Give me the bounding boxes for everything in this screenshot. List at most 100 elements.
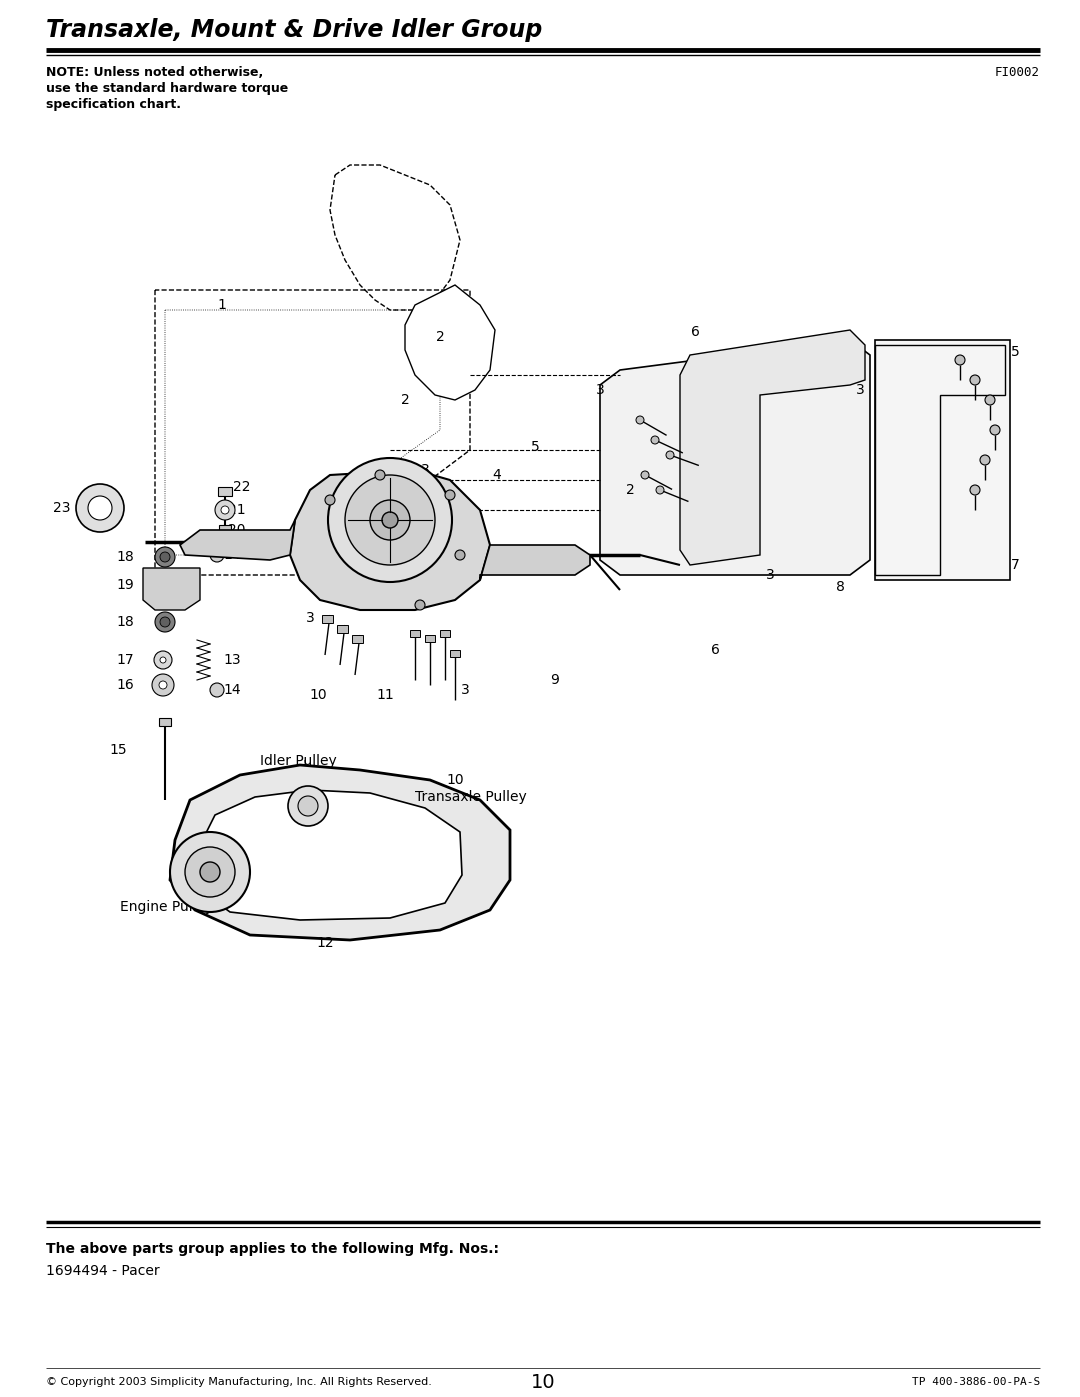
Text: specification chart.: specification chart. [46, 98, 181, 110]
Text: 9: 9 [551, 673, 559, 687]
Circle shape [154, 651, 172, 669]
Circle shape [152, 673, 174, 696]
Text: 21: 21 [228, 503, 246, 517]
Text: 12: 12 [316, 936, 334, 950]
Circle shape [345, 475, 435, 564]
Circle shape [200, 862, 220, 882]
Polygon shape [159, 718, 171, 726]
Text: The above parts group applies to the following Mfg. Nos.:: The above parts group applies to the fol… [46, 1242, 499, 1256]
Text: 16: 16 [117, 678, 134, 692]
Polygon shape [875, 339, 1010, 580]
Polygon shape [219, 525, 231, 536]
Text: 13: 13 [224, 652, 241, 666]
Text: 6: 6 [711, 643, 719, 657]
Polygon shape [450, 650, 460, 657]
Text: 2: 2 [435, 330, 444, 344]
Text: TP 400-3886-00-PA-S: TP 400-3886-00-PA-S [912, 1377, 1040, 1387]
Circle shape [375, 469, 384, 481]
Circle shape [382, 511, 399, 528]
Circle shape [170, 833, 249, 912]
Circle shape [328, 458, 453, 583]
Text: 8: 8 [836, 580, 845, 594]
Polygon shape [170, 766, 510, 940]
Circle shape [160, 552, 170, 562]
Circle shape [370, 500, 410, 541]
Circle shape [76, 483, 124, 532]
Circle shape [445, 490, 455, 500]
Circle shape [970, 485, 980, 495]
Circle shape [970, 374, 980, 386]
Text: 15: 15 [109, 743, 126, 757]
Circle shape [656, 486, 664, 495]
Text: Transaxle, Mount & Drive Idler Group: Transaxle, Mount & Drive Idler Group [46, 18, 542, 42]
Text: 14: 14 [224, 683, 241, 697]
Text: 17: 17 [117, 652, 134, 666]
Polygon shape [322, 615, 333, 623]
Text: Engine Pulley: Engine Pulley [120, 900, 213, 914]
Polygon shape [156, 291, 470, 576]
Polygon shape [600, 339, 870, 576]
Text: 3: 3 [596, 383, 605, 397]
Polygon shape [337, 624, 348, 633]
Circle shape [159, 680, 167, 689]
Circle shape [288, 787, 328, 826]
Text: 11: 11 [376, 687, 394, 703]
Circle shape [651, 436, 659, 444]
Text: 3: 3 [461, 683, 470, 697]
Circle shape [666, 451, 674, 460]
Circle shape [160, 617, 170, 627]
Text: 3: 3 [306, 610, 314, 624]
Polygon shape [352, 636, 363, 643]
Text: Idler Pulley: Idler Pulley [260, 754, 337, 768]
Polygon shape [200, 789, 462, 921]
Text: 1694494 - Pacer: 1694494 - Pacer [46, 1264, 160, 1278]
Circle shape [325, 495, 335, 504]
Circle shape [156, 548, 175, 567]
Text: 6: 6 [690, 326, 700, 339]
Text: 5: 5 [1011, 345, 1020, 359]
Polygon shape [143, 569, 200, 610]
Circle shape [642, 471, 649, 479]
Polygon shape [426, 636, 435, 643]
Polygon shape [180, 520, 295, 560]
Polygon shape [291, 469, 490, 610]
Text: 3: 3 [855, 383, 864, 397]
Circle shape [990, 425, 1000, 434]
Text: 20: 20 [228, 522, 246, 536]
Text: 10: 10 [309, 687, 327, 703]
Circle shape [985, 395, 995, 405]
Polygon shape [410, 630, 420, 637]
Circle shape [415, 599, 426, 610]
Text: Transaxle Pulley: Transaxle Pulley [415, 789, 527, 805]
Text: 1: 1 [217, 298, 227, 312]
Polygon shape [405, 285, 495, 400]
Circle shape [210, 548, 224, 562]
Text: NOTE: Unless noted otherwise,: NOTE: Unless noted otherwise, [46, 66, 264, 80]
Text: 10: 10 [530, 1372, 555, 1391]
Circle shape [636, 416, 644, 425]
Text: use the standard hardware torque: use the standard hardware torque [46, 82, 288, 95]
Circle shape [221, 506, 229, 514]
Text: 14: 14 [224, 548, 241, 562]
Circle shape [980, 455, 990, 465]
Circle shape [87, 496, 112, 520]
Text: 5: 5 [530, 440, 539, 454]
Text: © Copyright 2003 Simplicity Manufacturing, Inc. All Rights Reserved.: © Copyright 2003 Simplicity Manufacturin… [46, 1377, 432, 1387]
Polygon shape [440, 630, 450, 637]
Circle shape [955, 355, 966, 365]
Text: 4: 4 [492, 468, 501, 482]
Text: 19: 19 [117, 578, 134, 592]
Circle shape [160, 657, 166, 664]
Polygon shape [480, 545, 590, 580]
Text: 22: 22 [233, 481, 251, 495]
Text: 2: 2 [625, 483, 634, 497]
Text: 23: 23 [53, 502, 71, 515]
Text: 18: 18 [117, 550, 134, 564]
Polygon shape [680, 330, 865, 564]
Circle shape [298, 796, 318, 816]
Text: 7: 7 [1011, 557, 1020, 571]
Circle shape [215, 500, 235, 520]
Circle shape [156, 612, 175, 631]
Text: 18: 18 [117, 615, 134, 629]
Circle shape [210, 683, 224, 697]
